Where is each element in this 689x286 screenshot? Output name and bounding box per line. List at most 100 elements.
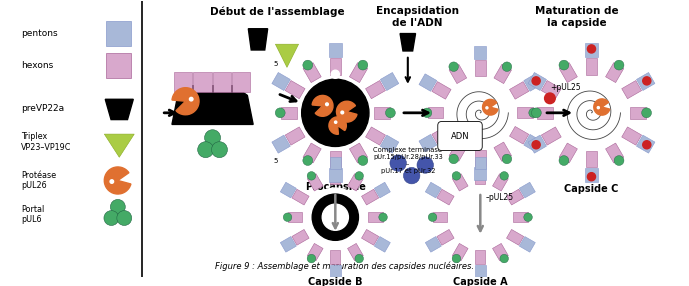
Bar [347, 174, 363, 191]
Circle shape [307, 254, 316, 263]
Wedge shape [172, 88, 199, 115]
Circle shape [500, 172, 508, 180]
Bar [475, 265, 486, 277]
Circle shape [614, 156, 624, 166]
Bar [542, 81, 562, 99]
Bar [329, 168, 342, 182]
Bar [585, 43, 598, 57]
FancyBboxPatch shape [438, 122, 482, 150]
Bar [506, 189, 524, 205]
Bar [193, 72, 212, 92]
Bar [329, 58, 341, 75]
Circle shape [417, 157, 433, 173]
Bar [453, 243, 468, 261]
Circle shape [303, 156, 313, 166]
Circle shape [189, 97, 193, 101]
Text: Capside A: Capside A [453, 277, 508, 286]
Bar [292, 189, 309, 205]
Circle shape [544, 93, 555, 104]
Bar [437, 189, 454, 205]
Bar [493, 243, 508, 261]
Bar [292, 229, 309, 245]
Circle shape [597, 107, 599, 109]
Bar [528, 72, 546, 90]
Circle shape [422, 108, 432, 118]
Text: Maturation de
la capside: Maturation de la capside [535, 7, 619, 28]
Bar [374, 237, 390, 252]
Bar [621, 127, 641, 145]
Circle shape [449, 62, 458, 72]
Circle shape [110, 180, 114, 183]
Bar [213, 72, 231, 92]
Bar [474, 167, 486, 180]
Bar [106, 21, 132, 46]
Circle shape [303, 60, 313, 70]
Bar [494, 142, 511, 161]
Text: Triplex
VP23–VP19C: Triplex VP23–VP19C [21, 132, 72, 152]
Bar [369, 212, 382, 222]
Circle shape [302, 79, 369, 146]
Bar [373, 107, 390, 119]
Circle shape [198, 142, 214, 158]
Circle shape [276, 108, 285, 118]
Bar [475, 250, 485, 265]
Circle shape [502, 62, 512, 72]
Bar [281, 107, 297, 119]
Circle shape [379, 213, 387, 221]
Bar [506, 229, 524, 245]
Bar [366, 81, 385, 99]
Bar [528, 135, 546, 153]
Bar [232, 72, 250, 92]
Bar [475, 170, 485, 184]
Polygon shape [276, 44, 298, 67]
Polygon shape [400, 33, 415, 51]
Bar [630, 107, 646, 119]
Text: preVP22a: preVP22a [21, 104, 64, 114]
Bar [349, 63, 368, 83]
Bar [362, 189, 379, 205]
Circle shape [312, 194, 358, 240]
Circle shape [283, 213, 292, 221]
Circle shape [341, 111, 344, 114]
Text: Début de l'assemblage: Début de l'assemblage [210, 7, 344, 17]
Wedge shape [312, 96, 333, 116]
Bar [425, 237, 441, 252]
Circle shape [326, 103, 329, 106]
Circle shape [331, 70, 340, 78]
Bar [520, 182, 535, 198]
Bar [513, 212, 528, 222]
Bar [329, 151, 341, 167]
Circle shape [307, 172, 316, 180]
Text: Procapside: Procapside [305, 182, 366, 192]
Circle shape [643, 77, 651, 85]
Circle shape [205, 130, 220, 146]
Bar [494, 64, 511, 84]
Bar [419, 74, 437, 91]
Bar [517, 107, 533, 118]
Bar [285, 81, 305, 99]
Bar [433, 212, 447, 222]
Bar [510, 126, 528, 144]
Text: Portal
pUL6: Portal pUL6 [21, 204, 44, 224]
Bar [380, 135, 399, 153]
Bar [475, 150, 486, 166]
Bar [272, 135, 290, 153]
Text: hexons: hexons [21, 61, 54, 70]
Text: 5: 5 [274, 61, 278, 67]
Circle shape [614, 60, 624, 70]
Bar [586, 151, 597, 167]
Circle shape [486, 107, 488, 109]
Bar [542, 127, 562, 145]
Text: Complexe terminase
pUr.15/pUr.28/pUr.33
–
pUr.17 et pUr.32: Complexe terminase pUr.15/pUr.28/pUr.33 … [373, 147, 443, 174]
Bar [307, 174, 323, 191]
Bar [537, 107, 553, 119]
Bar [559, 63, 577, 83]
Bar [586, 58, 597, 75]
Circle shape [355, 254, 364, 263]
Circle shape [448, 80, 513, 145]
Bar [272, 72, 290, 90]
Polygon shape [248, 29, 267, 50]
Circle shape [358, 60, 368, 70]
Circle shape [559, 60, 569, 70]
Circle shape [588, 45, 595, 53]
